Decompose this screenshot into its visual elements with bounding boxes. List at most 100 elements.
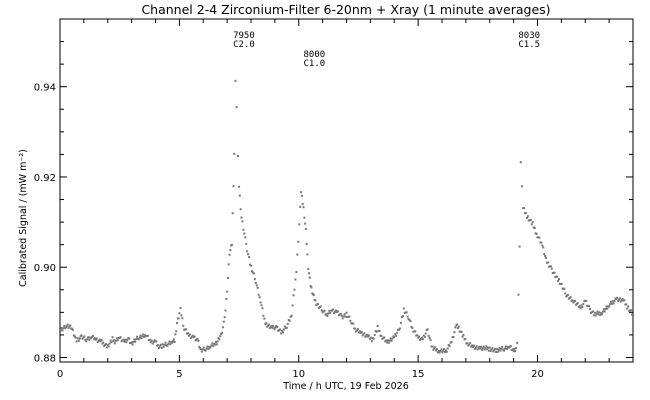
data-point bbox=[142, 333, 145, 336]
x-axis-label: Time / h UTC, 19 Feb 2026 bbox=[282, 381, 409, 392]
data-point bbox=[367, 334, 370, 337]
data-point bbox=[100, 339, 103, 342]
data-point bbox=[186, 332, 189, 335]
data-point bbox=[85, 340, 88, 343]
data-point bbox=[433, 347, 436, 350]
data-point bbox=[167, 342, 170, 345]
data-point bbox=[103, 345, 106, 348]
data-point bbox=[295, 271, 298, 274]
data-point bbox=[544, 255, 547, 258]
data-point bbox=[610, 302, 613, 305]
data-point bbox=[456, 323, 459, 326]
data-point bbox=[476, 348, 479, 351]
data-point bbox=[603, 310, 606, 313]
data-point bbox=[526, 215, 529, 218]
data-point bbox=[226, 277, 229, 280]
data-point bbox=[604, 307, 607, 310]
data-point bbox=[383, 336, 386, 339]
data-point bbox=[394, 333, 397, 336]
data-point bbox=[260, 304, 263, 307]
data-point bbox=[294, 278, 297, 281]
data-point bbox=[600, 313, 603, 316]
data-point bbox=[436, 351, 439, 354]
data-point bbox=[475, 345, 478, 348]
data-point bbox=[235, 106, 238, 109]
data-point bbox=[470, 345, 473, 348]
data-point bbox=[168, 340, 171, 343]
data-point bbox=[300, 191, 303, 194]
data-point bbox=[388, 339, 391, 342]
data-point bbox=[520, 185, 523, 188]
data-point bbox=[592, 314, 595, 317]
data-point bbox=[420, 336, 423, 339]
data-point bbox=[80, 334, 83, 337]
data-point bbox=[223, 316, 226, 319]
data-point bbox=[405, 311, 408, 314]
data-point bbox=[59, 331, 61, 334]
data-point bbox=[366, 335, 369, 338]
data-point bbox=[574, 299, 577, 302]
data-point bbox=[357, 331, 360, 334]
data-point bbox=[177, 317, 180, 320]
data-point bbox=[529, 219, 532, 222]
data-point bbox=[134, 340, 137, 343]
data-point bbox=[480, 345, 483, 348]
data-point bbox=[474, 346, 477, 349]
data-point bbox=[159, 343, 162, 346]
data-point bbox=[619, 300, 622, 303]
data-point bbox=[540, 241, 543, 244]
annotation-label: C1.0 bbox=[304, 59, 326, 69]
data-point bbox=[519, 161, 522, 164]
data-point bbox=[545, 257, 548, 260]
data-point bbox=[419, 337, 422, 340]
data-point bbox=[431, 345, 434, 348]
data-point bbox=[378, 329, 381, 332]
data-point bbox=[188, 333, 191, 336]
data-point bbox=[175, 322, 178, 325]
data-point bbox=[339, 312, 342, 315]
data-point bbox=[126, 339, 129, 342]
data-point bbox=[538, 236, 541, 239]
data-point bbox=[411, 326, 414, 329]
data-point bbox=[620, 299, 623, 302]
data-point bbox=[395, 334, 398, 337]
data-point bbox=[370, 340, 373, 343]
data-point bbox=[86, 338, 89, 341]
data-point bbox=[90, 336, 93, 339]
data-point bbox=[123, 340, 126, 343]
data-point bbox=[531, 221, 534, 224]
data-point bbox=[386, 341, 389, 344]
data-point bbox=[298, 223, 301, 226]
data-point bbox=[217, 337, 220, 340]
data-point bbox=[398, 328, 401, 331]
data-point bbox=[343, 313, 346, 316]
data-point bbox=[187, 334, 190, 337]
data-point bbox=[261, 307, 264, 310]
data-point bbox=[204, 349, 207, 352]
data-point bbox=[427, 334, 430, 337]
data-point bbox=[440, 348, 443, 351]
data-point bbox=[502, 348, 505, 351]
data-point bbox=[512, 350, 515, 353]
data-point bbox=[462, 334, 465, 337]
data-point bbox=[232, 185, 235, 188]
data-point bbox=[250, 264, 252, 267]
data-point bbox=[336, 310, 339, 313]
data-point bbox=[255, 284, 258, 287]
data-point bbox=[391, 337, 394, 340]
data-point bbox=[362, 333, 365, 336]
data-point bbox=[306, 253, 309, 256]
data-point bbox=[271, 326, 274, 329]
data-point bbox=[160, 346, 163, 349]
data-point bbox=[236, 155, 239, 158]
data-point bbox=[125, 341, 128, 344]
data-point bbox=[238, 185, 241, 188]
data-point bbox=[617, 298, 620, 301]
data-point bbox=[166, 344, 169, 347]
data-points bbox=[59, 79, 634, 354]
data-point bbox=[314, 299, 317, 302]
data-point bbox=[148, 338, 151, 341]
data-point bbox=[178, 312, 181, 315]
data-point bbox=[585, 299, 588, 302]
data-point bbox=[211, 342, 214, 345]
